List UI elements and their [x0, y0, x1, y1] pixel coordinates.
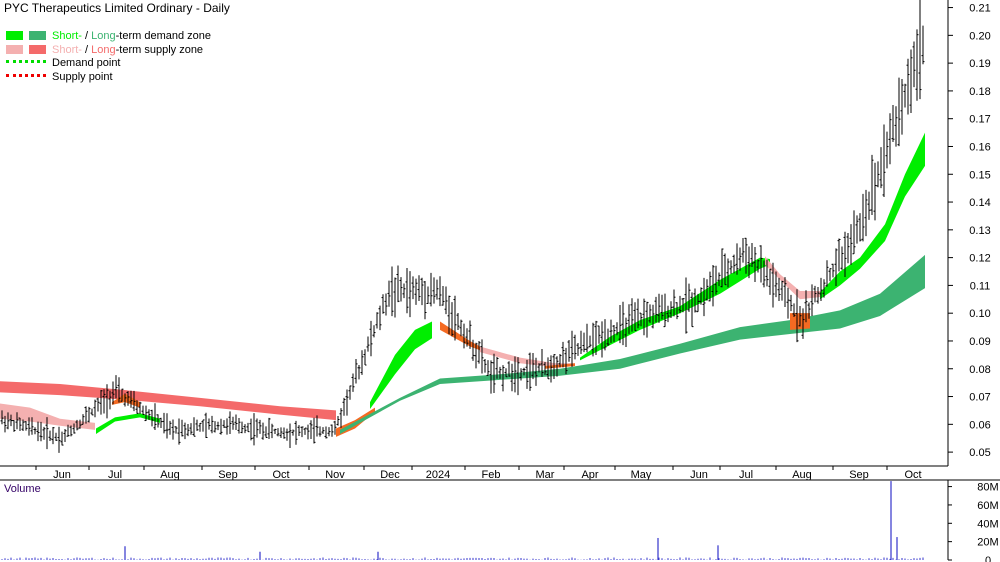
x-tick-label: Oct [904, 469, 921, 481]
volume-y-tick-label: 0 [985, 555, 991, 562]
price-y-tick-label: 0.19 [969, 58, 990, 70]
volume-y-tick-label: 20M [977, 537, 998, 549]
zone-bands [0, 132, 925, 437]
x-tick-label: Oct [272, 469, 289, 481]
price-y-tick-label: 0.21 [969, 3, 990, 15]
volume-bars [1, 481, 924, 560]
price-y-tick-label: 0.20 [969, 30, 990, 42]
price-y-tick-label: 0.12 [969, 253, 990, 265]
price-y-tick-label: 0.05 [969, 447, 990, 459]
x-tick-label: May [631, 469, 652, 481]
x-tick-label: Jul [739, 469, 753, 481]
x-tick-label: Jun [690, 469, 708, 481]
x-tick-label: Apr [581, 469, 598, 481]
short-term-demand-band-sep [820, 132, 925, 300]
price-y-tick-label: 0.14 [969, 197, 990, 209]
price-y-tick-label: 0.07 [969, 392, 990, 404]
legend-supply-point: Supply point [6, 71, 211, 85]
x-tick-label: Sep [218, 469, 238, 481]
x-tick-label: Nov [325, 469, 345, 481]
price-bars [0, 0, 925, 453]
legend-swatch-long-demand [29, 31, 46, 40]
legend-demand-sep: / [81, 30, 92, 42]
legend-supply-rest: -term supply zone [115, 43, 204, 56]
x-tick-label: Jul [108, 469, 122, 481]
chart-legend: Short- / Long-term demand zone Short- / … [6, 30, 211, 84]
legend-demand-short: Short- [52, 30, 82, 42]
legend-supply-long: Long [91, 43, 116, 56]
x-tick-label: Aug [792, 469, 812, 481]
price-y-tick-label: 0.15 [969, 169, 990, 181]
x-tick-label: Mar [536, 469, 555, 481]
short-term-supply-band-aug [765, 256, 825, 300]
legend-demand-point: Demand point [6, 57, 211, 71]
chart-title: PYC Therapeutics Limited Ordinary - Dail… [4, 1, 230, 15]
price-y-tick-label: 0.16 [969, 141, 990, 153]
legend-supply-point-label: Supply point [52, 70, 113, 83]
x-tick-label: Sep [849, 469, 869, 481]
volume-panel-title: Volume [4, 483, 41, 495]
legend-supply-zone: Short- / Long-term supply zone [6, 44, 211, 58]
x-tick-label: Jun [53, 469, 71, 481]
short-term-demand-band-dec [370, 321, 432, 410]
short-term-supply-band-early [0, 403, 95, 430]
price-y-tick-label: 0.06 [969, 419, 990, 431]
x-tick-label: 2024 [426, 469, 450, 481]
legend-supply-short: Short- [52, 43, 82, 56]
crossover-band-jan [440, 321, 485, 353]
legend-demand-zone: Short- / Long-term demand zone [6, 30, 211, 44]
price-y-tick-label: 0.18 [969, 86, 990, 98]
price-y-tick-label: 0.17 [969, 114, 990, 126]
volume-y-tick-label: 80M [977, 482, 998, 494]
x-tick-label: Dec [380, 469, 400, 481]
price-y-tick-label: 0.13 [969, 225, 990, 237]
price-y-tick-label: 0.08 [969, 364, 990, 376]
long-term-supply-band [0, 381, 336, 421]
legend-demand-long: Long [91, 30, 116, 42]
price-y-tick-label: 0.10 [969, 308, 990, 320]
legend-demand-rest: -term demand zone [115, 30, 212, 42]
short-term-demand-band-early [96, 413, 160, 435]
legend-demand-point-label: Demand point [52, 57, 121, 69]
legend-supply-sep: / [81, 43, 92, 56]
price-y-tick-label: 0.09 [969, 336, 990, 348]
crossover-band-jul [112, 393, 140, 408]
price-y-tick-label: 0.11 [970, 280, 991, 292]
legend-swatch-long-supply [29, 44, 46, 54]
volume-y-tick-label: 60M [977, 500, 998, 512]
volume-y-tick-label: 40M [977, 518, 998, 530]
legend-swatch-short-demand [6, 31, 23, 40]
legend-supply-point-line [6, 73, 46, 77]
legend-demand-point-line [6, 60, 46, 63]
x-tick-label: Feb [482, 469, 501, 481]
x-tick-label: Aug [160, 469, 180, 481]
legend-swatch-short-supply [6, 44, 23, 54]
